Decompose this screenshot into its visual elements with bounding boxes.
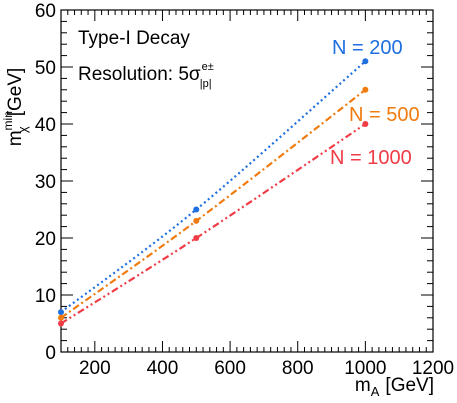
y-axis-title-sub: χ <box>15 126 30 133</box>
series-label-n1000: N = 1000 <box>330 147 412 169</box>
data-point <box>58 314 64 321</box>
y-axis-title: mminχ[GeV] <box>1 68 30 147</box>
series-lines <box>58 58 369 327</box>
x-axis-title: mA [GeV] <box>355 375 434 399</box>
data-point <box>58 309 64 316</box>
y-tick-label: 0 <box>45 343 56 364</box>
y-tick-label: 20 <box>35 229 56 250</box>
y-axis-title-sup: min <box>1 111 15 130</box>
y-tick-label: 40 <box>35 115 56 136</box>
y-tick-label: 50 <box>35 58 56 79</box>
data-point <box>193 235 200 241</box>
x-tick-label: 1000 <box>344 358 386 379</box>
series-line <box>60 123 366 325</box>
data-point <box>58 320 64 327</box>
x-axis-title-sub: A <box>371 384 380 399</box>
annotation-resolution-sub: |p| <box>200 78 212 90</box>
series-line <box>60 60 367 313</box>
x-tick-label: 200 <box>79 358 111 379</box>
y-tick-label: 30 <box>35 172 56 193</box>
series-label-n200: N = 200 <box>332 37 403 59</box>
y-tick-label: 10 <box>35 286 56 307</box>
x-tick-label: 400 <box>147 358 179 379</box>
x-tick-label: 600 <box>214 358 246 379</box>
x-tick-label: 800 <box>282 358 314 379</box>
y-tick-label: 60 <box>35 1 56 22</box>
data-point <box>362 86 369 93</box>
annotation-decay-type: Type-I Decay <box>78 28 190 49</box>
x-tick-label: 1200 <box>412 358 454 379</box>
data-point <box>193 206 200 213</box>
data-point <box>362 121 369 127</box>
series-line <box>60 88 367 319</box>
data-point <box>362 58 369 65</box>
series-label-n500: N = 500 <box>349 104 420 126</box>
axis-ticks: 200 400 600 800 1000 1200 0 10 20 30 40 50 60 <box>35 1 454 379</box>
annotation-resolution-sup: e± <box>202 61 214 73</box>
data-point <box>193 217 200 224</box>
annotation-resolution: Resolution: 5σe± |p| <box>78 61 214 90</box>
